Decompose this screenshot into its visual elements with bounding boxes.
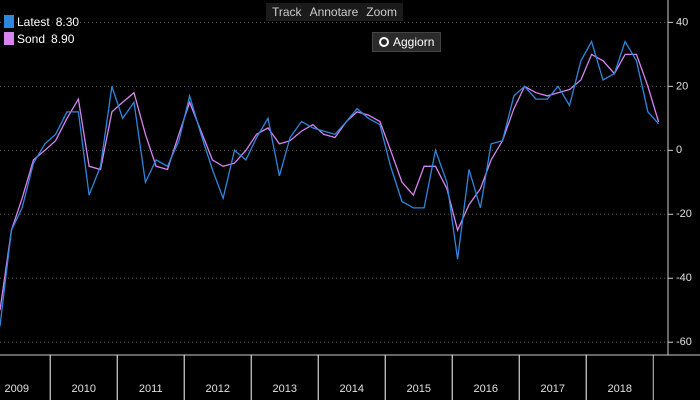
x-tick-label: 2013 <box>273 383 297 395</box>
legend-label: Latest <box>17 14 50 29</box>
legend-entry: Latest 8.30 <box>4 13 79 30</box>
toolbar-item[interactable]: Zoom <box>366 5 397 19</box>
legend: Latest 8.30 Sond 8.90 <box>4 13 79 47</box>
toolbar-item[interactable]: Track <box>272 5 302 19</box>
x-tick-label: 2016 <box>474 383 498 395</box>
y-tick-label: 20 <box>676 80 688 92</box>
refresh-label: Aggiorn <box>393 35 435 49</box>
y-tick-label: -40 <box>676 272 692 284</box>
x-tick-label: 2017 <box>541 383 565 395</box>
legend-label: Sond <box>17 31 46 46</box>
legend-entry: Sond 8.90 <box>4 30 79 47</box>
refresh-button[interactable]: Aggiorn <box>372 32 442 52</box>
legend-value: 8.30 <box>55 14 80 29</box>
y-tick-label: -60 <box>676 336 692 348</box>
x-tick-label: 2010 <box>72 383 96 395</box>
toolbar-item[interactable]: Annotare <box>309 5 359 19</box>
legend-swatch <box>4 15 14 28</box>
x-tick-label: 2012 <box>206 383 230 395</box>
y-tick-label: -20 <box>676 208 692 220</box>
series-line <box>0 39 660 327</box>
x-tick-label: 2009 <box>5 383 29 395</box>
legend-value: 8.90 <box>51 31 75 46</box>
x-tick-label: 2014 <box>340 383 364 395</box>
legend-swatch <box>4 32 14 45</box>
toolbar: Track Annotare Zoom <box>266 3 403 21</box>
series-line <box>0 53 660 311</box>
x-tick-label: 2015 <box>407 383 431 395</box>
x-tick-label: 2011 <box>139 383 163 395</box>
y-tick-label: 40 <box>676 16 688 28</box>
x-tick-label: 2018 <box>608 383 632 395</box>
y-tick-label: 0 <box>676 144 682 156</box>
